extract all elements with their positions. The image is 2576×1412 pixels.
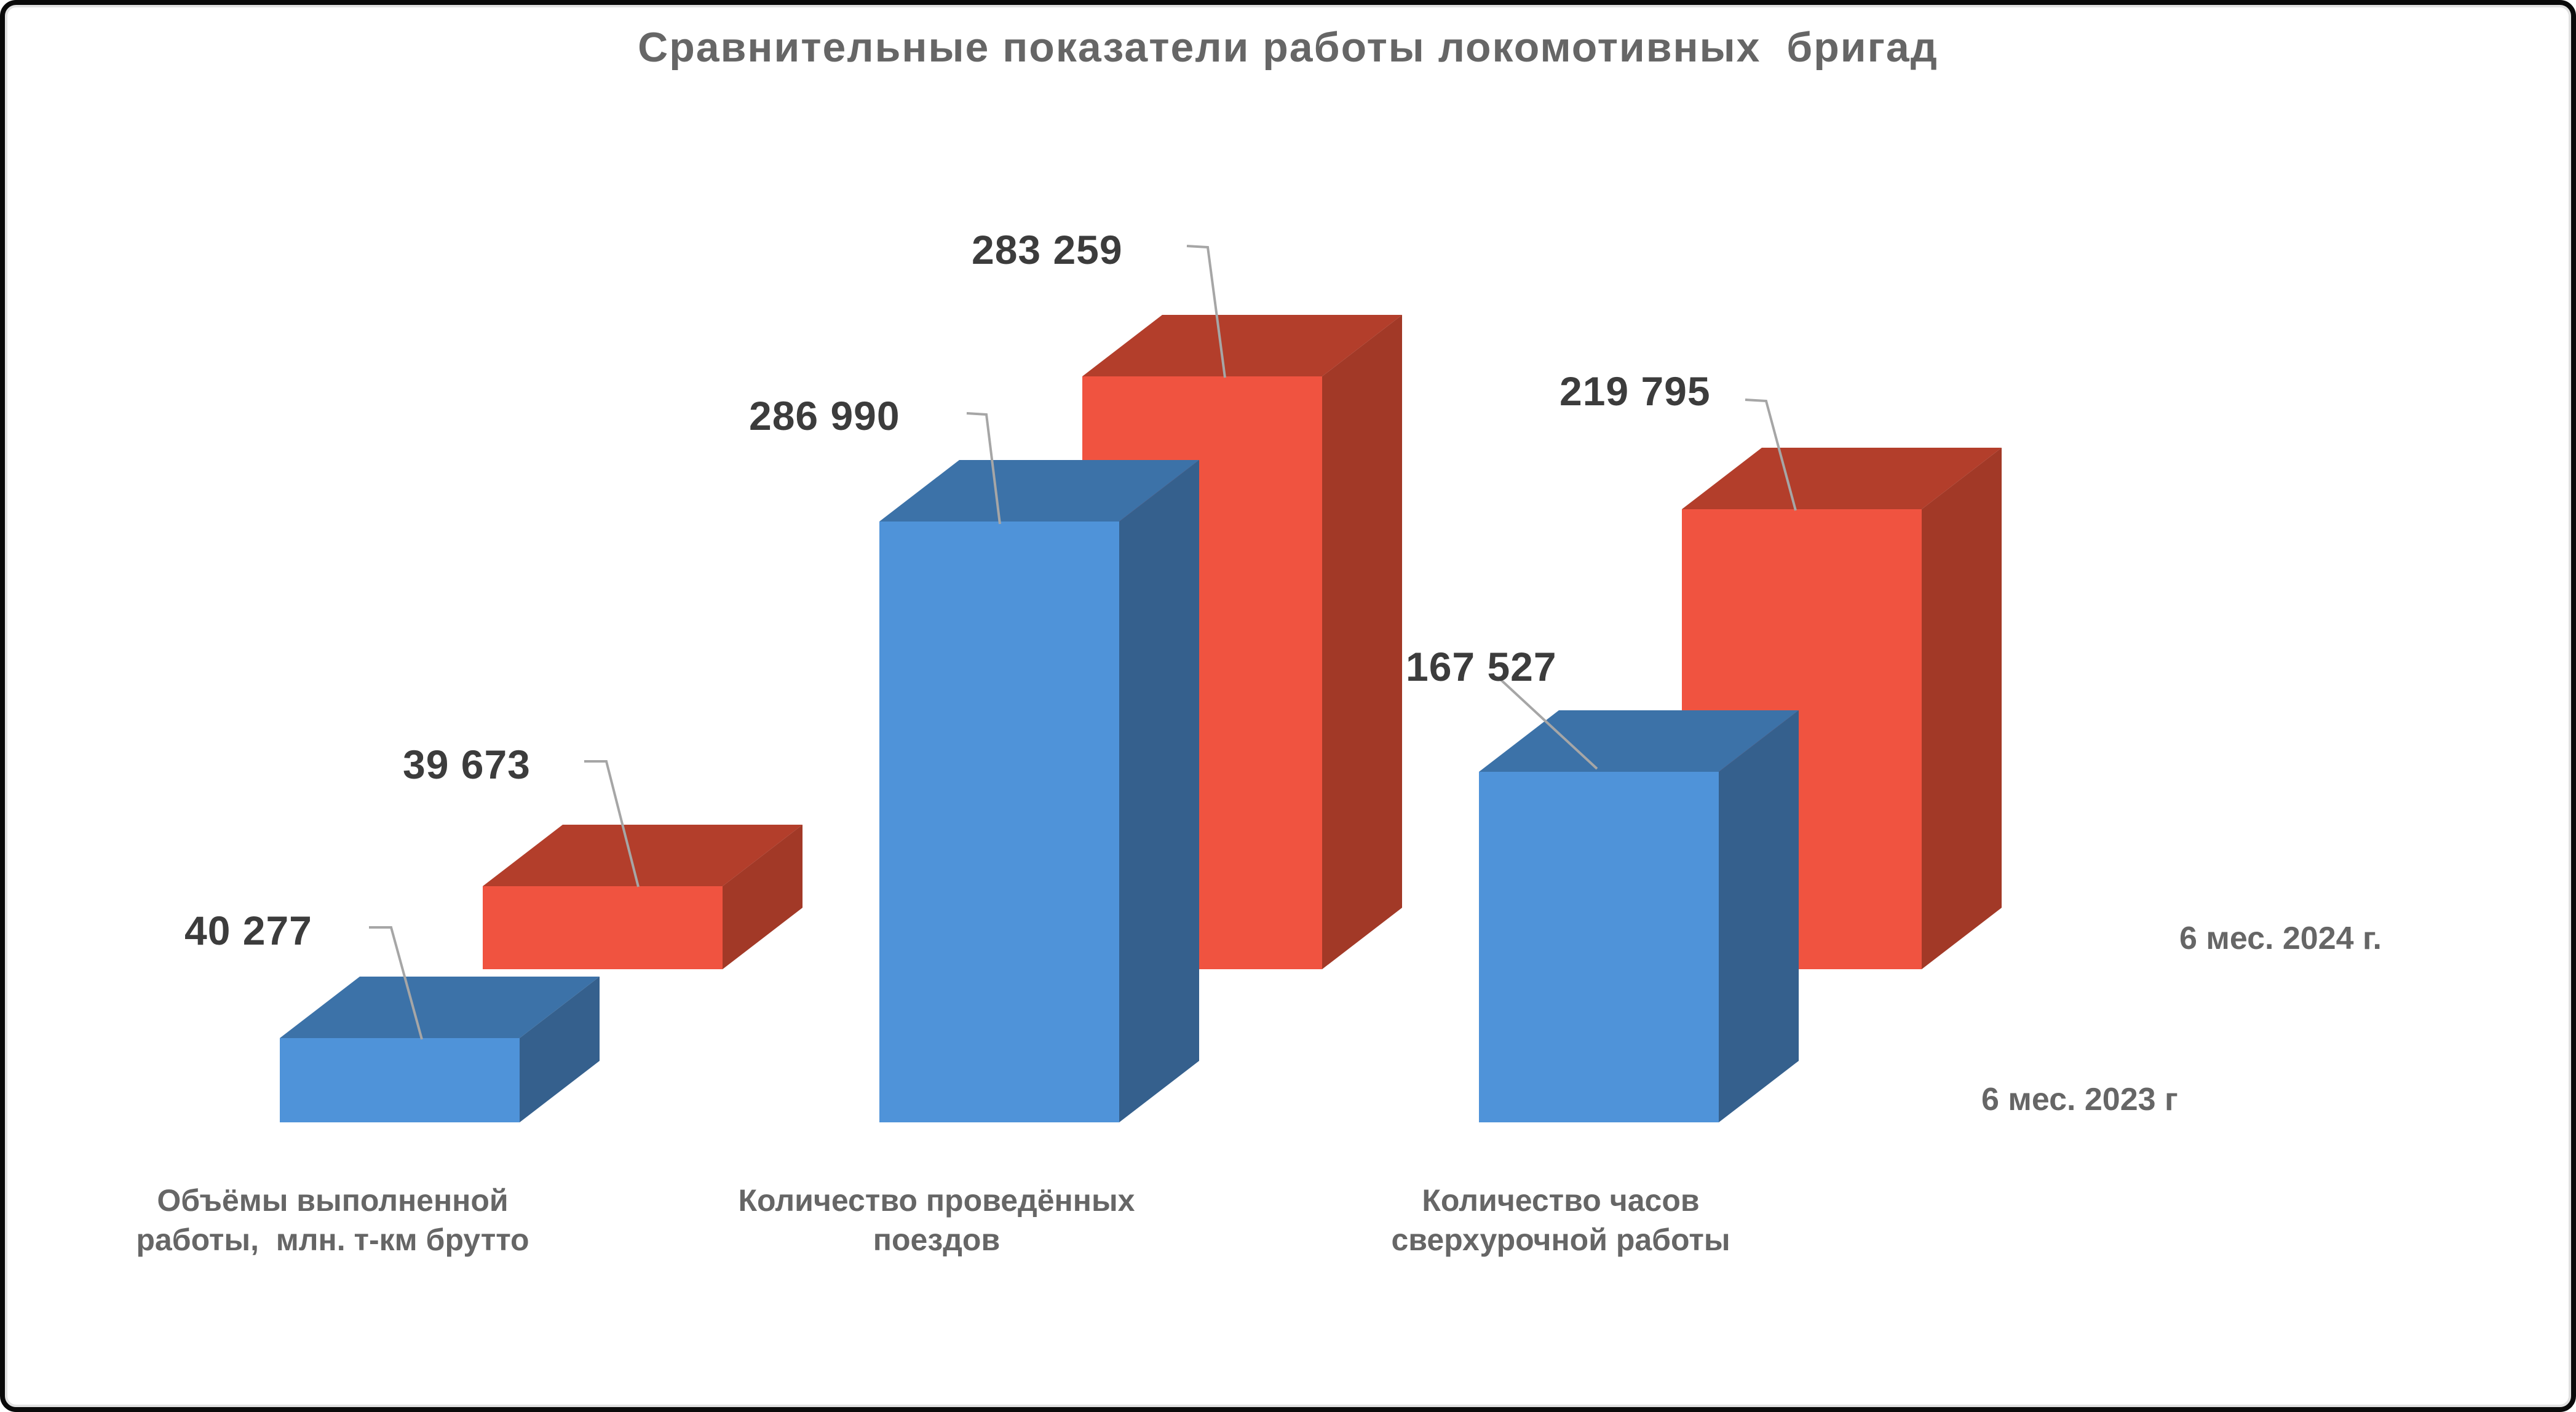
leader-line-1 <box>584 760 640 887</box>
bar-top-2024-g2 <box>1682 448 2002 509</box>
value-label-4: 167 527 <box>1406 644 1557 689</box>
leader-line-5 <box>1745 399 1797 511</box>
category-label-1: Количество проведённых поездов <box>738 1183 1135 1257</box>
leader-line-3 <box>1186 245 1226 378</box>
bar-side-2023-g0 <box>520 977 600 1122</box>
bar-top-2024-g0 <box>483 825 803 886</box>
bar-front-2024-g0 <box>483 886 723 969</box>
leader-line-0 <box>369 926 423 1040</box>
value-label-1: 39 673 <box>403 742 531 787</box>
bar-top-2024-g1 <box>1082 315 1402 376</box>
legend-2024: 6 мес. 2024 г. <box>2179 921 2382 956</box>
category-label-2: Количество часов сверхурочной работы <box>1391 1183 1730 1257</box>
value-label-2: 286 990 <box>749 393 900 438</box>
bar-top-2023-g2 <box>1479 710 1799 772</box>
bar-side-2024-g1 <box>1322 315 1402 969</box>
bar-front-2023-g1 <box>879 522 1119 1122</box>
legend-2023: 6 мес. 2023 г <box>1981 1082 2178 1117</box>
bar-top-2023-g1 <box>879 460 1199 522</box>
value-label-3: 283 259 <box>972 227 1123 272</box>
value-label-0: 40 277 <box>184 908 312 953</box>
value-label-5: 219 795 <box>1559 368 1711 414</box>
bar-front-2023-g0 <box>280 1038 520 1122</box>
bar-top-2023-g0 <box>280 977 600 1038</box>
leader-line-4 <box>1498 677 1598 770</box>
bar-side-2024-g2 <box>1922 448 2002 969</box>
bar-front-2023-g2 <box>1479 772 1719 1122</box>
bar-side-2023-g1 <box>1119 460 1199 1122</box>
chart-title: Сравнительные показатели работы локомоти… <box>638 24 1938 71</box>
category-label-0: Объёмы выполненной работы, млн. т-км бру… <box>136 1183 529 1257</box>
bar-side-2024-g0 <box>723 825 803 969</box>
bar-side-2023-g2 <box>1719 710 1799 1122</box>
leader-line-2 <box>966 412 1001 525</box>
